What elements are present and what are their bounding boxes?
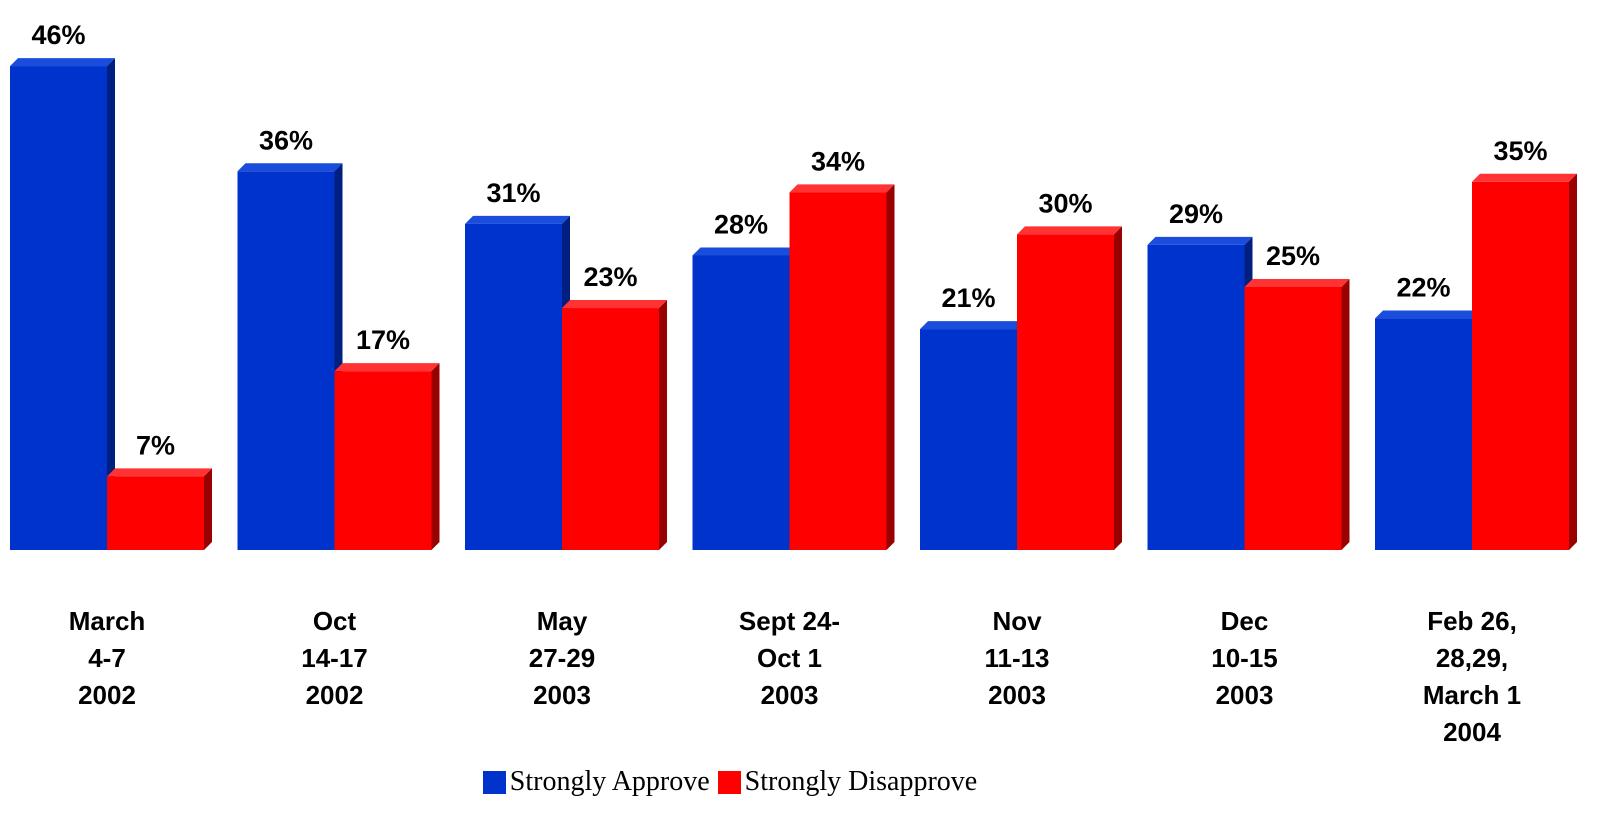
legend-item-approve: Strongly Approve	[482, 766, 710, 798]
bar-top-face	[107, 468, 212, 477]
category-label-6-line-0: Feb 26,	[1427, 606, 1517, 636]
bar-side-face	[659, 300, 667, 550]
category-label-4-line-0: Nov	[992, 606, 1042, 636]
bar-top-face	[1244, 279, 1350, 287]
bar-front-face	[10, 66, 107, 550]
bar-front-face	[334, 371, 432, 550]
approve-bar-2	[465, 215, 570, 550]
category-label-3-line-1: Oct 1	[757, 643, 822, 673]
category-label-2-line-2: 2003	[533, 680, 591, 710]
disapprove-bar-5	[1244, 279, 1350, 550]
bar-top-face	[237, 163, 343, 172]
disapprove-bar-4	[1017, 226, 1122, 550]
disapprove-bar-1	[334, 363, 440, 550]
category-label-0-line-1: 4-7	[88, 643, 126, 673]
bar-top-face	[562, 300, 667, 309]
bar-top-face	[1472, 173, 1577, 182]
bar-front-face	[1017, 234, 1114, 550]
disapprove-value-label-3: 34%	[811, 146, 865, 176]
disapprove-value-label-2: 23%	[583, 262, 637, 292]
approve-bar-3	[692, 247, 798, 550]
legend-swatch-disapprove	[717, 770, 741, 794]
legend-swatch-approve	[482, 770, 506, 794]
disapprove-value-label-5: 25%	[1266, 241, 1320, 271]
bar-front-face	[920, 329, 1017, 550]
bar-top-face	[789, 184, 895, 193]
legend: Strongly Approve Strongly Disapprove	[0, 762, 1460, 802]
bar-top-face	[1375, 310, 1480, 319]
category-label-4-line-2: 2003	[988, 680, 1046, 710]
bar-front-face	[562, 308, 659, 550]
disapprove-value-label-0: 7%	[136, 430, 175, 460]
bar-top-face	[692, 247, 798, 256]
bar-side-face	[204, 468, 212, 550]
disapprove-bar-6	[1472, 173, 1577, 551]
approve-value-label-2: 31%	[486, 178, 540, 208]
category-label-3-line-0: Sept 24-	[739, 606, 840, 636]
bar-front-face	[107, 476, 204, 550]
category-label-1-line-1: 14-17	[301, 643, 368, 673]
approve-value-label-0: 46%	[31, 20, 85, 50]
approve-value-label-3: 28%	[714, 209, 768, 239]
bar-side-face	[107, 58, 115, 550]
approve-bar-0	[10, 58, 115, 550]
approve-value-label-1: 36%	[259, 125, 313, 155]
approve-value-label-5: 29%	[1169, 199, 1223, 229]
category-label-0-line-0: March	[69, 606, 146, 636]
bar-top-face	[334, 363, 440, 372]
bar-front-face	[789, 192, 887, 550]
disapprove-value-label-1: 17%	[356, 325, 410, 355]
legend-item-disapprove: Strongly Disapprove	[717, 766, 978, 798]
legend-label-approve: Strongly Approve	[509, 766, 710, 797]
category-label-1-line-2: 2002	[306, 680, 364, 710]
disapprove-bar-2	[562, 300, 667, 550]
disapprove-bar-0	[107, 468, 212, 550]
disapprove-value-label-4: 30%	[1038, 188, 1092, 218]
bar-side-face	[886, 184, 895, 550]
category-label-6-line-1: 28,29,	[1436, 643, 1508, 673]
approve-bar-4	[920, 321, 1025, 550]
bar-top-face	[465, 215, 570, 224]
category-label-0-line-2: 2002	[78, 680, 136, 710]
category-label-5-line-1: 10-15	[1211, 643, 1278, 673]
bar-front-face	[237, 171, 335, 550]
approve-bar-5	[1147, 236, 1253, 551]
category-label-6-line-3: 2004	[1443, 717, 1501, 747]
bar-side-face	[1341, 279, 1350, 550]
category-label-6-line-2: March 1	[1423, 680, 1521, 710]
category-label-2-line-0: May	[537, 606, 588, 636]
approve-value-label-6: 22%	[1396, 273, 1450, 303]
bar-front-face	[1244, 287, 1342, 550]
category-label-2-line-1: 27-29	[529, 643, 596, 673]
bar-front-face	[1147, 244, 1245, 551]
category-label-5-line-2: 2003	[1216, 680, 1274, 710]
bar-side-face	[1114, 226, 1122, 550]
bar-front-face	[465, 223, 562, 550]
category-label-1-line-0: Oct	[313, 606, 357, 636]
approve-bar-1	[237, 163, 343, 550]
category-label-4-line-1: 11-13	[984, 643, 1049, 673]
approve-value-label-4: 21%	[941, 283, 995, 313]
bar-side-face	[1569, 173, 1577, 551]
bar-top-face	[1147, 236, 1253, 245]
bar-top-face	[920, 321, 1025, 330]
category-label-5-line-0: Dec	[1221, 606, 1269, 636]
legend-label-disapprove: Strongly Disapprove	[744, 766, 978, 797]
bar-chart-svg: 46% 7% March 4-7 2002 36% 17% Oct 14-17 2002 31% 23…	[10, 20, 1577, 747]
bar-top-face	[1017, 226, 1122, 235]
disapprove-bar-3	[789, 184, 895, 550]
bar-side-face	[431, 363, 440, 550]
approve-bar-6	[1375, 310, 1480, 550]
bar-front-face	[692, 255, 790, 550]
bar-top-face	[10, 58, 115, 67]
bar-front-face	[1472, 181, 1569, 551]
category-label-3-line-2: 2003	[761, 680, 819, 710]
bar-front-face	[1375, 318, 1472, 550]
disapprove-value-label-6: 35%	[1493, 136, 1547, 166]
